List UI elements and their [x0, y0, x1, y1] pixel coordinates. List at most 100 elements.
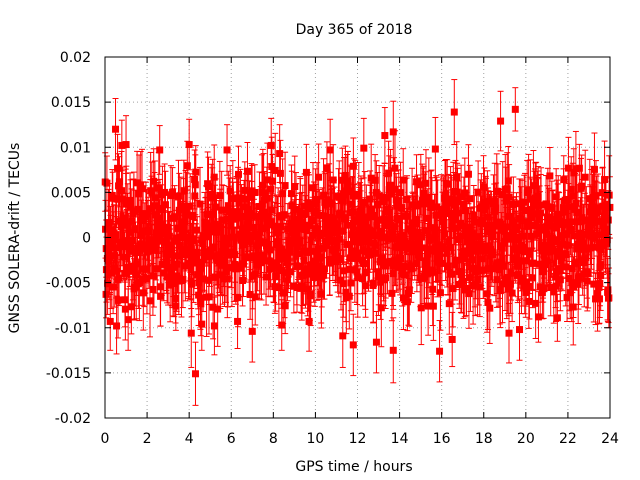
- data-point: [220, 206, 228, 214]
- data-point: [339, 197, 347, 205]
- data-point: [304, 199, 312, 207]
- data-point: [502, 232, 510, 240]
- data-point: [451, 216, 459, 224]
- data-point: [251, 189, 259, 197]
- data-point: [470, 212, 478, 220]
- data-point: [425, 245, 433, 253]
- data-point: [601, 176, 609, 184]
- data-point: [360, 260, 368, 268]
- data-point: [420, 189, 428, 197]
- data-point: [291, 228, 299, 236]
- data-point: [517, 215, 525, 223]
- data-point: [424, 214, 432, 222]
- data-point: [226, 187, 234, 195]
- data-point: [129, 262, 137, 270]
- data-point: [179, 276, 187, 284]
- data-point: [445, 199, 453, 207]
- data-point: [405, 286, 413, 294]
- data-point: [113, 267, 121, 275]
- data-point: [284, 259, 292, 267]
- data-point: [403, 298, 411, 306]
- data-point: [463, 223, 471, 231]
- data-point: [375, 192, 383, 200]
- data-point: [139, 275, 147, 283]
- data-point: [357, 206, 365, 214]
- data-point: [149, 237, 157, 245]
- data-point: [457, 193, 465, 201]
- data-point: [521, 282, 529, 290]
- data-point-outlier: [223, 146, 231, 154]
- data-point: [422, 179, 430, 187]
- data-point: [238, 212, 246, 220]
- data-point: [392, 243, 400, 251]
- data-point: [496, 287, 504, 295]
- axis-ticks: [104, 56, 611, 419]
- data-point: [297, 225, 305, 233]
- data-point: [495, 266, 503, 274]
- data-point: [148, 189, 156, 197]
- data-point: [418, 244, 426, 252]
- data-point: [397, 189, 405, 197]
- data-point: [374, 200, 382, 208]
- data-point: [164, 223, 172, 231]
- data-point: [543, 230, 551, 238]
- data-point: [434, 211, 442, 219]
- data-point: [366, 251, 374, 259]
- data-point: [138, 185, 146, 193]
- data-point: [458, 222, 466, 230]
- data-point-outlier: [124, 316, 132, 324]
- data-point: [213, 256, 221, 264]
- data-point: [161, 201, 169, 209]
- data-point: [583, 230, 591, 238]
- data-point: [260, 252, 268, 260]
- data-point: [310, 262, 318, 270]
- data-point: [250, 252, 258, 260]
- data-point: [346, 188, 354, 196]
- data-point: [315, 173, 323, 181]
- data-point: [411, 244, 419, 252]
- data-point: [197, 300, 205, 308]
- data-point: [552, 193, 560, 201]
- data-point: [233, 208, 241, 216]
- data-point: [532, 299, 540, 307]
- data-point: [378, 234, 386, 242]
- data-point: [582, 216, 590, 224]
- data-point: [304, 285, 312, 293]
- data-point: [427, 203, 435, 211]
- data-point: [390, 185, 398, 193]
- data-point: [281, 302, 289, 310]
- data-point: [523, 222, 531, 230]
- data-point: [374, 216, 382, 224]
- data-point: [571, 259, 579, 267]
- data-point-outlier: [122, 141, 130, 149]
- data-point: [123, 237, 131, 245]
- data-point: [501, 279, 509, 287]
- data-point: [345, 292, 353, 300]
- data-point: [312, 225, 320, 233]
- data-point: [528, 214, 536, 222]
- data-point: [349, 223, 357, 231]
- data-point: [504, 223, 512, 231]
- data-point: [248, 212, 256, 220]
- data-point: [362, 214, 370, 222]
- data-point: [581, 173, 589, 181]
- data-point: [339, 227, 347, 235]
- data-point: [400, 271, 408, 279]
- data-point: [102, 266, 110, 274]
- data-point: [306, 247, 314, 255]
- data-point: [391, 164, 399, 172]
- data-point: [172, 302, 180, 310]
- data-point: [315, 262, 323, 270]
- data-point: [455, 209, 463, 217]
- data-point: [396, 239, 404, 247]
- data-point: [262, 273, 270, 281]
- data-point: [449, 285, 457, 293]
- data-point: [347, 231, 355, 239]
- data-point: [418, 233, 426, 241]
- data-point: [323, 164, 331, 172]
- data-point: [149, 285, 157, 293]
- data-point: [270, 222, 278, 230]
- data-point: [163, 273, 171, 281]
- data-point: [309, 184, 317, 192]
- data-point: [512, 254, 520, 262]
